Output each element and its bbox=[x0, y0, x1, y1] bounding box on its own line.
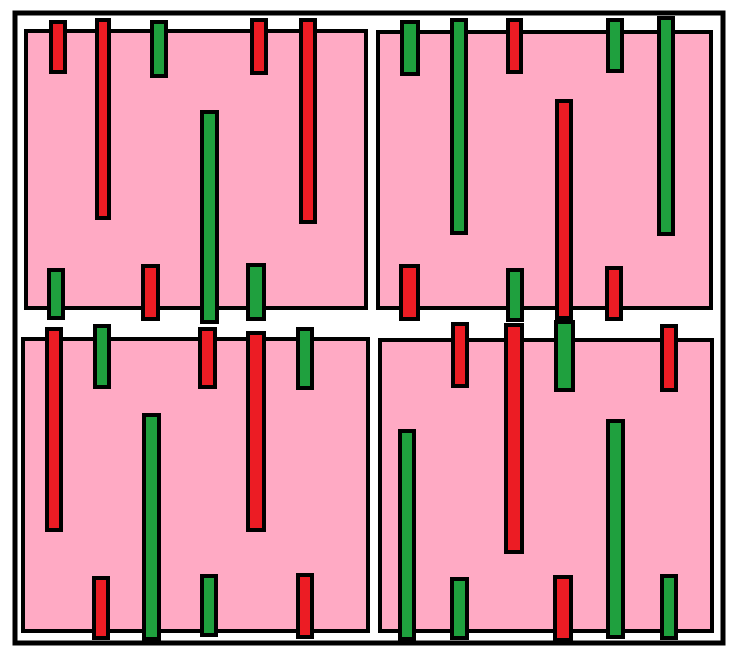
bar-bottom-left-red-top-1 bbox=[45, 327, 63, 532]
tile-bottom-left bbox=[21, 337, 370, 633]
bar-top-left-red-top-2 bbox=[95, 18, 111, 220]
bar-bottom-left-green-bottom-7 bbox=[142, 413, 161, 641]
bar-top-left-red-top-5 bbox=[299, 18, 317, 224]
bar-top-right-green-top-2 bbox=[450, 18, 468, 235]
tiles-layer bbox=[21, 29, 714, 633]
bar-bottom-left-green-bottom-8 bbox=[200, 574, 218, 637]
bar-top-right-green-bottom-7 bbox=[506, 268, 524, 322]
bar-bottom-right-red-top-1 bbox=[451, 322, 469, 388]
bar-top-right-green-top-4 bbox=[606, 18, 624, 73]
bar-top-left-red-top-1 bbox=[49, 20, 67, 74]
bar-bottom-left-green-top-2 bbox=[93, 324, 111, 389]
bar-top-left-green-bottom-6 bbox=[200, 110, 219, 324]
bar-top-right-red-bottom-6 bbox=[555, 99, 573, 320]
bar-top-left-green-bottom-8 bbox=[47, 268, 65, 320]
bar-top-right-red-bottom-8 bbox=[399, 264, 420, 321]
bar-top-left-red-bottom-7 bbox=[141, 264, 160, 321]
bar-top-right-red-bottom-9 bbox=[605, 266, 623, 321]
bar-bottom-right-red-bottom-7 bbox=[553, 575, 573, 642]
bar-top-right-green-top-5 bbox=[657, 16, 675, 236]
bar-bottom-left-red-top-4 bbox=[246, 331, 266, 532]
bar-bottom-right-green-bottom-6 bbox=[450, 577, 469, 640]
bar-bottom-right-green-top-3 bbox=[554, 320, 575, 392]
tile-top-right bbox=[376, 30, 713, 310]
bar-bottom-left-green-top-5 bbox=[296, 327, 314, 390]
bar-top-left-red-top-4 bbox=[250, 18, 268, 75]
bar-bottom-right-red-top-4 bbox=[660, 324, 678, 392]
bar-top-right-green-top-1 bbox=[400, 20, 420, 76]
bar-bottom-right-green-bottom-5 bbox=[398, 429, 416, 641]
bar-bottom-right-green-bottom-9 bbox=[660, 574, 678, 640]
tile-bottom-right bbox=[378, 338, 714, 633]
bar-top-left-green-bottom-9 bbox=[246, 263, 266, 321]
bar-bottom-right-red-top-2 bbox=[504, 323, 524, 554]
bar-bottom-left-red-bottom-6 bbox=[92, 576, 110, 640]
bar-bottom-left-red-bottom-9 bbox=[296, 573, 314, 639]
bar-top-right-red-top-3 bbox=[506, 18, 523, 74]
bars-layer bbox=[45, 16, 678, 642]
bar-bottom-left-red-top-3 bbox=[198, 327, 217, 389]
bar-bottom-right-green-bottom-8 bbox=[606, 419, 625, 639]
bar-top-left-green-top-3 bbox=[150, 20, 168, 78]
